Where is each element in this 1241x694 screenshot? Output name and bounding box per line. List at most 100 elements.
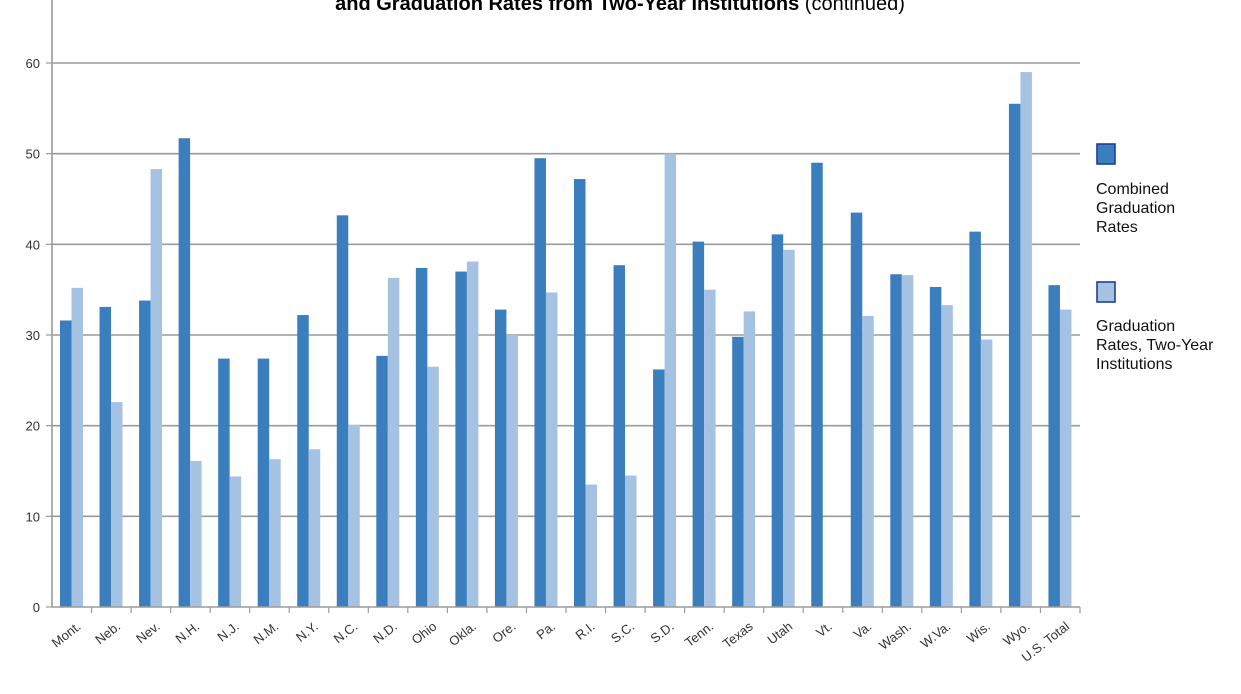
bar-combined xyxy=(257,358,270,607)
bar-two-year xyxy=(427,366,439,607)
y-tick-label: 40 xyxy=(26,237,40,252)
x-tick-label: Nev. xyxy=(133,619,163,647)
x-tick-label: S.C. xyxy=(608,619,637,646)
chart-title-main: and Graduation Rates from Two-Year Insti… xyxy=(335,0,799,15)
x-tick-label: N.D. xyxy=(370,619,400,647)
bar-two-year xyxy=(941,305,953,607)
y-tick-label: 10 xyxy=(26,509,40,524)
bar-combined xyxy=(494,309,507,607)
x-tick-label: Pa. xyxy=(533,619,558,643)
axes xyxy=(46,0,1081,613)
bar-two-year xyxy=(466,261,479,607)
bar-two-year xyxy=(1059,309,1072,607)
bar-two-year xyxy=(625,475,637,607)
bar-two-year xyxy=(269,459,281,607)
bar-combined xyxy=(929,286,942,607)
x-tick-label: Tenn. xyxy=(682,619,716,650)
y-tick-label: 20 xyxy=(26,419,40,434)
legend-swatch-combined xyxy=(1096,143,1116,165)
legend-label-line: Graduation xyxy=(1096,200,1175,217)
y-tick-label: 50 xyxy=(26,147,40,162)
x-tick-label: Mont. xyxy=(49,619,84,651)
x-tick-label: N.Y. xyxy=(293,619,321,645)
bar-two-year xyxy=(783,249,795,608)
bar-two-year xyxy=(111,402,123,607)
bar-two-year xyxy=(387,277,400,607)
x-tick-label: Wis. xyxy=(964,619,993,646)
bar-combined xyxy=(732,336,744,607)
bar-combined xyxy=(969,231,981,607)
legend-swatch-two-year xyxy=(1096,281,1116,303)
y-tick-label: 30 xyxy=(26,328,40,343)
x-tick-label: Wash. xyxy=(876,619,914,653)
chart-title: and Graduation Rates from Two-Year Insti… xyxy=(335,0,905,15)
bar-two-year xyxy=(664,153,677,607)
legend-label-combined: Combined Graduation Rates xyxy=(1096,181,1175,236)
bar-combined xyxy=(1048,285,1060,607)
x-tick-label: N.J. xyxy=(214,619,241,645)
bar-two-year xyxy=(190,461,202,607)
bar-combined xyxy=(890,274,902,607)
y-tick-label: 60 xyxy=(26,56,40,71)
bar-two-year xyxy=(1020,72,1032,608)
bar-combined xyxy=(218,358,230,607)
bar-combined xyxy=(178,138,191,607)
bar-two-year xyxy=(545,292,558,607)
gridlines xyxy=(52,62,1080,518)
legend: Combined Graduation Rates Graduation Rates, … xyxy=(1096,143,1214,373)
bar-two-year xyxy=(506,335,518,607)
x-tick-label: W.Va. xyxy=(918,619,954,652)
x-tick-label: N.H. xyxy=(173,619,203,647)
x-tick-label: Wyo. xyxy=(1000,619,1032,649)
bar-combined xyxy=(1008,103,1021,608)
x-tick-label: Va. xyxy=(851,619,875,642)
x-tick-label: Okla. xyxy=(446,619,479,650)
x-tick-label: N.C. xyxy=(331,619,361,647)
legend-label-line: Rates xyxy=(1096,219,1138,236)
bar-combined xyxy=(455,271,467,607)
x-tick-label: N.M. xyxy=(250,619,281,648)
bar-two-year xyxy=(704,289,716,607)
bar-two-year xyxy=(585,484,597,607)
x-tick-label: Ore. xyxy=(489,619,518,646)
y-tick-labels: 0 10 20 30 40 50 60 xyxy=(26,56,40,615)
bar-two-year xyxy=(862,315,874,607)
bar-two-year xyxy=(229,476,242,607)
bar-two-year xyxy=(743,311,756,607)
x-tick-label: S.D. xyxy=(648,619,677,646)
bar-two-year xyxy=(308,449,321,607)
bar-combined xyxy=(139,300,151,607)
bar-combined xyxy=(613,265,626,607)
bar-combined xyxy=(811,162,823,607)
chart-title-suffix: (continued) xyxy=(799,0,905,15)
bar-two-year xyxy=(150,169,163,607)
bar-two-year xyxy=(980,339,993,607)
x-tick-label: Neb. xyxy=(92,619,123,648)
bar-combined xyxy=(336,215,349,607)
x-tick-label: Ohio xyxy=(409,619,440,648)
legend-label-line: Rates, Two-Year xyxy=(1096,337,1214,354)
x-tick-label: R.I. xyxy=(572,619,597,643)
bar-two-year xyxy=(71,287,83,607)
bar-combined xyxy=(534,158,546,607)
bar-combined xyxy=(99,306,112,607)
x-tick-label: Utah xyxy=(764,619,795,648)
bar-combined xyxy=(574,179,586,607)
x-tick-label: Vt. xyxy=(813,619,835,641)
bar-combined xyxy=(376,355,388,607)
bar-two-year xyxy=(348,424,360,607)
bar-combined xyxy=(850,212,863,607)
bar-combined xyxy=(771,234,784,608)
bars xyxy=(60,72,1072,608)
bar-two-year xyxy=(901,275,914,607)
bar-combined xyxy=(415,267,428,607)
bar-combined xyxy=(60,320,72,607)
legend-label-two-year: Graduation Rates, Two-Year Institutions xyxy=(1096,318,1214,373)
bar-combined xyxy=(653,369,665,607)
legend-label-line: Combined xyxy=(1096,181,1169,198)
legend-label-line: Graduation xyxy=(1096,318,1175,335)
bar-combined xyxy=(692,241,705,607)
bar-combined xyxy=(297,315,309,607)
x-tick-label: Texas xyxy=(720,618,756,651)
